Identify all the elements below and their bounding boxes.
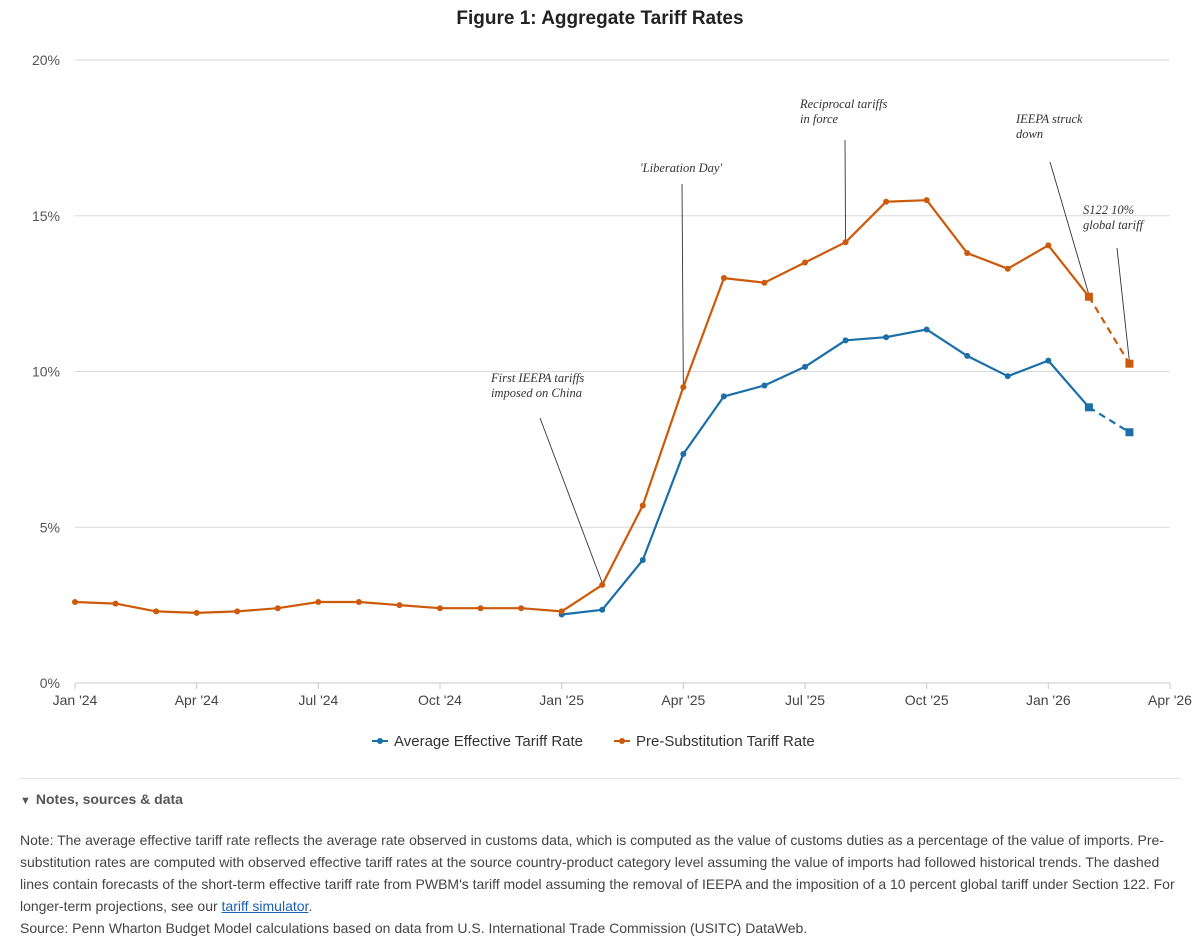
data-point	[1045, 357, 1052, 364]
x-tick-label: Jul '24	[298, 692, 338, 708]
note-paragraph: Note: The average effective tariff rate …	[20, 829, 1185, 917]
data-point	[802, 363, 808, 370]
data-point	[234, 608, 241, 615]
triangle-down-icon: ▼	[20, 795, 31, 807]
forecast-point	[1125, 359, 1134, 368]
grid-lines	[75, 59, 1170, 528]
series-forecast-line-1	[1087, 296, 1131, 365]
x-tick-label: Apr '25	[661, 692, 705, 708]
legend[interactable]: Average Effective Tariff Rate Pre-Substit…	[372, 733, 815, 750]
data-point	[355, 599, 362, 606]
source-paragraph: Source: Penn Wharton Budget Model calcul…	[20, 920, 808, 936]
data-point	[761, 279, 768, 286]
data-point	[112, 600, 119, 607]
data-point	[883, 198, 890, 205]
data-point	[1045, 242, 1052, 249]
annotation-label: S122 10%	[1083, 203, 1134, 217]
annotation-leader-line	[539, 417, 603, 584]
data-point	[761, 382, 768, 389]
tariff-simulator-link[interactable]: tariff simulator	[221, 898, 309, 914]
tariff-line-chart: 0% 5% 10% 15% 20% Jan '24 Apr '24 Jul '24 Oct '2…	[32, 52, 1192, 750]
data-point	[720, 393, 727, 400]
series-lines	[72, 197, 1134, 618]
data-point	[923, 326, 930, 333]
annotation-leaders	[539, 139, 1130, 584]
annotation-label: IEEPA struck	[1015, 112, 1083, 126]
chart-title: Figure 1: Aggregate Tariff Rates	[456, 8, 744, 29]
notes-toggle-button[interactable]: ▼ Notes, sources & data	[20, 791, 183, 807]
forecast-point	[1084, 403, 1093, 412]
data-point	[518, 605, 525, 612]
data-point	[883, 334, 890, 341]
data-point	[720, 275, 727, 282]
series-line-0	[561, 328, 1090, 616]
x-tick-label: Jan '25	[539, 692, 584, 708]
data-point	[72, 599, 78, 606]
legend-swatch-dot	[377, 738, 383, 744]
annotation-label: Reciprocal tariffs	[799, 97, 888, 111]
data-point	[437, 605, 443, 612]
x-tick-label: Oct '25	[905, 692, 949, 708]
data-point	[680, 451, 687, 458]
legend-item-0[interactable]: Average Effective Tariff Rate	[372, 733, 583, 750]
annotation-label: First IEEPA tariffs	[490, 371, 584, 385]
notes-toggle-label: Notes, sources & data	[35, 791, 183, 807]
data-point	[1004, 265, 1011, 272]
data-point	[842, 337, 849, 344]
annotation-label: global tariff	[1083, 218, 1145, 232]
axes: 0% 5% 10% 15% 20% Jan '24 Apr '24 Jul '24 Oct '2…	[32, 52, 1192, 708]
legend-item-1[interactable]: Pre-Substitution Tariff Rate	[614, 733, 815, 750]
data-point	[315, 599, 322, 606]
series-forecast-line-0	[1088, 406, 1130, 434]
x-tick-label: Jan '26	[1026, 692, 1071, 708]
forecast-point	[1125, 428, 1134, 437]
data-point	[396, 602, 403, 609]
data-point	[153, 608, 160, 615]
data-point	[680, 384, 687, 391]
data-point	[558, 608, 565, 615]
annotation-leader-line	[844, 139, 847, 241]
data-point	[802, 259, 808, 266]
x-tick-label: Jul '25	[785, 692, 825, 708]
x-tick-label: Apr '24	[175, 692, 219, 708]
y-tick-label: 5%	[40, 519, 60, 535]
x-tick-label: Apr '26	[1148, 692, 1192, 708]
x-tick-label: Jan '24	[53, 692, 98, 708]
data-point	[1004, 373, 1011, 380]
data-point	[274, 605, 281, 612]
data-point	[964, 352, 971, 359]
legend-swatch-dot	[619, 738, 625, 744]
y-tick-label: 15%	[32, 208, 60, 224]
y-tick-label: 0%	[40, 675, 60, 691]
annotation-leader-line	[681, 183, 684, 386]
data-point	[964, 250, 971, 257]
notes-divider	[20, 778, 1180, 779]
data-point	[639, 556, 646, 563]
annotation-label: in force	[800, 112, 839, 126]
data-point	[599, 581, 606, 588]
data-point	[477, 605, 484, 612]
series-line-1	[74, 199, 1090, 614]
legend-label: Average Effective Tariff Rate	[394, 733, 583, 750]
y-tick-label: 20%	[32, 52, 60, 68]
note-end: .	[308, 898, 313, 914]
forecast-point	[1084, 292, 1093, 301]
annotation-leader-line	[1049, 161, 1090, 295]
data-point	[599, 606, 606, 613]
x-tick-label: Oct '24	[418, 692, 462, 708]
data-point	[193, 609, 200, 616]
annotation-label: imposed on China	[491, 386, 582, 400]
note-text: Note: The average effective tariff rate …	[20, 832, 1175, 914]
annotation-label: down	[1016, 127, 1043, 141]
notes-body: Note: The average effective tariff rate …	[20, 829, 1185, 939]
data-point	[923, 197, 930, 204]
y-tick-label: 10%	[32, 364, 60, 380]
data-point	[639, 502, 646, 509]
legend-label: Pre-Substitution Tariff Rate	[636, 733, 815, 750]
annotation-leader-line	[1116, 247, 1130, 362]
data-point	[842, 239, 849, 246]
annotation-label: 'Liberation Day'	[640, 161, 722, 175]
